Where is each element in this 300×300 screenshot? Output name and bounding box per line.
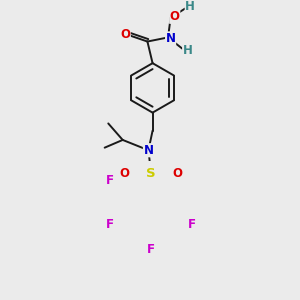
Text: F: F <box>147 243 155 256</box>
Text: N: N <box>166 32 176 45</box>
Text: S: S <box>146 167 156 180</box>
Text: O: O <box>173 167 183 180</box>
Text: F: F <box>106 174 114 187</box>
Text: N: N <box>143 144 154 157</box>
Text: F: F <box>188 218 196 231</box>
Text: O: O <box>120 28 130 41</box>
Text: O: O <box>170 10 180 23</box>
Text: H: H <box>183 44 193 57</box>
Text: H: H <box>185 0 195 13</box>
Text: O: O <box>119 167 129 180</box>
Text: F: F <box>106 218 114 231</box>
